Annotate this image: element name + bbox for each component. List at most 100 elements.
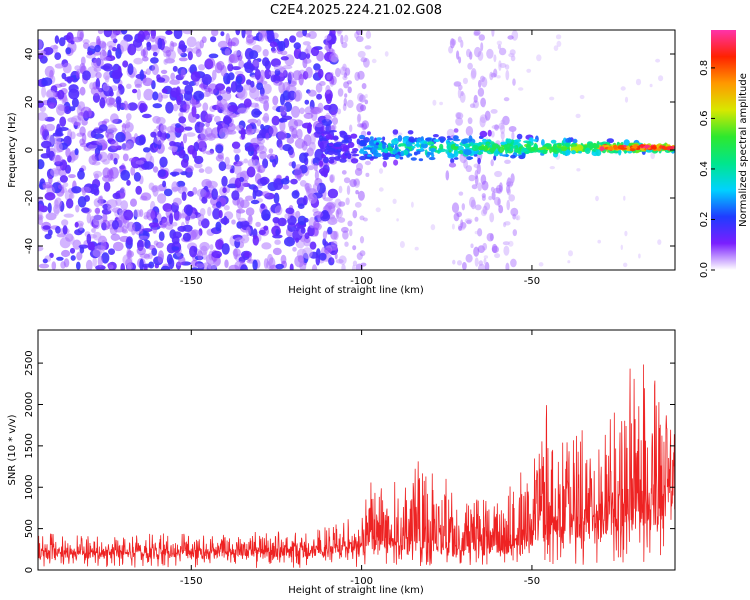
spectrogram-cell-2147 [369, 136, 374, 141]
spectrogram-cell-1405 [42, 77, 53, 86]
spectrogram-cell-1556 [330, 230, 338, 240]
spectrogram-cell-339 [41, 86, 47, 98]
spectrogram-cell-1152 [231, 141, 241, 149]
spectrogram-cell-1552 [351, 264, 356, 270]
spectrogram-cell-1425 [55, 128, 62, 137]
spectrogram-cell-1616 [360, 57, 368, 63]
spectrogram-cell-1458 [299, 107, 305, 115]
spectrogram-cell-1515 [359, 104, 367, 112]
spectrogram-cell-1432 [263, 225, 269, 231]
spectrogram-cell-2371 [447, 153, 455, 159]
spectrogram-cell-925 [120, 169, 131, 181]
spectrogram-cell-1325 [243, 158, 248, 164]
spectrogram-cell-1081 [209, 244, 214, 251]
spectrogram-cell-1445 [121, 122, 127, 133]
spectrogram-cell-710 [145, 34, 152, 43]
spectrogram-cell-1316 [219, 98, 228, 111]
spectrogram-cell-1594 [357, 190, 365, 201]
spectrogram-cell-1421 [135, 160, 145, 165]
spectrogram-cell-1490 [170, 72, 176, 81]
snr-y-tick-label-2: 1000 [24, 475, 35, 500]
spectrogram-cell-1356 [215, 201, 222, 209]
spectrogram-cell-1534 [362, 217, 368, 222]
spectrogram-cell-29 [62, 182, 69, 188]
spectrogram-cell-1797 [508, 240, 514, 247]
spectrogram-cell-2434 [551, 148, 558, 153]
spectrogram-cell-1670 [483, 258, 487, 265]
spectrogram-cell-816 [158, 231, 165, 242]
spectrogram-cell-281 [162, 180, 167, 188]
spectrogram-cell-1097 [130, 136, 137, 144]
spectrogram-cell-1457 [272, 217, 280, 224]
spectrogram-cell-1755 [473, 94, 478, 103]
spectrogram-cell-1710 [465, 126, 474, 136]
spectrogram-cell-935 [101, 120, 108, 126]
spectrogram-cell-2010 [623, 139, 630, 146]
spectrogram-cell-1776 [498, 205, 504, 214]
spectrogram-cell-1444 [205, 150, 215, 155]
spectrogram-cell-257 [224, 164, 233, 170]
spectrogram-cell-1197 [257, 137, 265, 145]
spectrogram-cell-1173 [126, 264, 132, 270]
spectrogram-cell-1596 [341, 226, 349, 233]
spectrogram-cell-1517 [329, 174, 336, 183]
spectrogram-cell-2110 [350, 158, 359, 164]
spectrogram-cell-961 [287, 71, 294, 81]
spectrogram-cell-490 [111, 47, 117, 52]
spectrogram-cell-2540 [640, 143, 644, 148]
spectrogram-cell-465 [215, 144, 224, 154]
spectrogram-cell-1475 [293, 42, 301, 50]
spectrogram-cell-718 [234, 154, 240, 162]
spectrogram-cell-1195 [108, 127, 118, 133]
spectrogram-x-ticks: -150 -100 -50 [180, 30, 540, 287]
spectrogram-cell-2455 [398, 143, 407, 147]
spectrogram-cell-1925 [450, 158, 455, 164]
spectrogram-cell-1611 [340, 34, 344, 45]
spectrogram-cell-1255 [122, 153, 129, 162]
spectrogram-cell-2402 [382, 143, 386, 150]
spectrogram-cell-1336 [172, 103, 179, 112]
spectrogram-cell-1577 [356, 162, 363, 171]
spectrogram-cell-1805 [411, 201, 414, 208]
spectrogram-cell-1539 [343, 72, 347, 79]
spectrogram-cell-1787 [480, 97, 486, 108]
spectrogram-cell-1446 [102, 83, 110, 92]
snr-y-label: SNR (10 * v/v) [7, 414, 18, 485]
spectrogram-cell-401 [313, 162, 318, 172]
spectrogram-cell-1302 [171, 181, 179, 193]
spectrogram-cell-535 [240, 127, 246, 140]
spectrogram-cell-1074 [271, 48, 277, 54]
spectrogram-cell-1382 [189, 245, 198, 258]
spectrogram-cell-2310 [325, 134, 333, 140]
spectrogram-cell-1498 [284, 213, 291, 220]
spectrogram-cell-1438 [48, 175, 53, 185]
spectrogram-cell-1780 [451, 39, 457, 46]
spectrogram-cell-1435 [152, 51, 158, 57]
spectrogram-cell-1145 [274, 239, 281, 245]
spectrogram-cell-853 [105, 97, 115, 106]
spectrogram-cell-2168 [350, 133, 358, 139]
spectrogram-cell-2078 [448, 162, 457, 168]
snr-panel: -150 -100 -50 0 500 1000 1500 2000 2500 Height … [7, 329, 676, 596]
spectrogram-cell-1848 [567, 260, 571, 264]
spectrogram-cell-1711 [451, 202, 460, 213]
spectrogram-cell-2337 [433, 139, 440, 143]
spectrogram-cell-1394 [196, 263, 205, 268]
spectrogram-cell-1931 [452, 138, 461, 142]
spectrogram-cell-2187 [390, 143, 395, 147]
spectrogram-cell-1790 [477, 228, 483, 237]
spectrogram-cell-1237 [260, 203, 266, 209]
spectrogram-cell-2254 [351, 151, 357, 154]
spectrogram-cell-2236 [363, 146, 368, 150]
spectrogram-cell-2530 [620, 147, 628, 150]
spectrogram-cell-1571 [336, 108, 342, 115]
spectrogram-cell-1189 [104, 75, 110, 83]
spectrogram-cell-1695 [510, 207, 519, 217]
spectrogram-cell-1251 [291, 161, 296, 169]
spectrogram-cell-731 [80, 56, 86, 66]
spectrogram-cell-2444 [382, 136, 386, 141]
spectrogram-cell-288 [69, 247, 76, 254]
spectrogram-cell-1914 [487, 129, 492, 137]
spectrogram-cell-1481 [42, 184, 47, 190]
spectrogram-cell-2453 [326, 150, 335, 156]
